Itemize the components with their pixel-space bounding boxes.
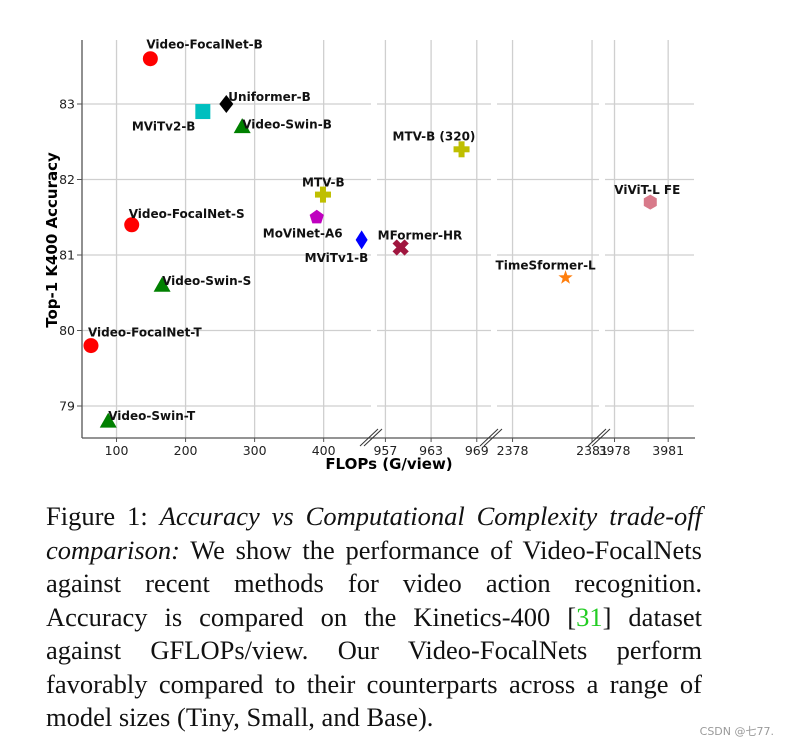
axis-break-mark xyxy=(479,428,499,447)
axis-break-mark xyxy=(591,428,611,447)
star-marker xyxy=(558,270,573,284)
point-label: TimeSformer-L xyxy=(496,259,597,273)
point-label: MViTv1-B xyxy=(305,251,369,265)
data-points xyxy=(83,51,657,428)
y-tick-label: 79 xyxy=(59,399,75,414)
square-marker xyxy=(195,104,211,120)
point-label: Video-FocalNet-T xyxy=(88,326,203,340)
point-label: ViViT-L FE xyxy=(614,183,680,197)
point-label: MoViNet-A6 xyxy=(263,226,343,240)
diamond-marker xyxy=(219,95,234,113)
point-label: Video-Swin-S xyxy=(162,274,251,288)
circle-marker xyxy=(124,217,140,233)
grid-lines xyxy=(82,40,694,438)
point-label: Video-Swin-B xyxy=(242,118,332,132)
x-tick-label: 3978 xyxy=(599,443,631,458)
x-tick-label: 3981 xyxy=(652,443,684,458)
caption-text-2: ] dataset against GFLOPs/view. Our Video… xyxy=(46,601,703,733)
point-label: MViTv2-B xyxy=(132,120,196,134)
point-label: MFormer-HR xyxy=(378,228,463,242)
y-axis-title: Top-1 K400 Accuracy xyxy=(43,152,61,328)
figure-caption: Figure 1: Accuracy vs Computational Comp… xyxy=(46,500,702,735)
x-tick-label: 100 xyxy=(105,443,129,458)
circle-marker xyxy=(142,51,158,67)
x-tick-label: 963 xyxy=(419,443,443,458)
x-tick-label: 957 xyxy=(373,443,397,458)
watermark: CSDN @七77. xyxy=(699,725,774,738)
x-tick-label: 2378 xyxy=(497,443,529,458)
triangle-marker xyxy=(153,276,171,292)
axes xyxy=(77,40,695,447)
x-marker xyxy=(392,239,409,256)
caption-label: Figure 1: xyxy=(46,501,160,531)
x-tick-label: 2381 xyxy=(576,443,608,458)
y-tick-label: 82 xyxy=(59,172,75,187)
point-label: Video-Swin-T xyxy=(108,409,196,423)
plus-marker xyxy=(458,141,465,158)
pentagon-marker xyxy=(309,209,324,224)
caption-text-1: We show the performance of Video-FocalNe… xyxy=(46,534,702,632)
thin_diamond-marker xyxy=(355,230,368,250)
x-bar xyxy=(392,239,409,256)
scatter-figure: 79 80 81 82 83 100 200 300 400 957 963 969 2378 2381 3… xyxy=(43,38,695,473)
axis-break-mark xyxy=(363,428,383,447)
x-tick-label: 200 xyxy=(174,443,198,458)
y-tick-label: 81 xyxy=(59,248,75,263)
hexagon-marker xyxy=(643,194,657,210)
citation-link[interactable]: 31 xyxy=(576,601,603,632)
circle-marker xyxy=(83,338,99,354)
point-label: Uniformer-B xyxy=(228,90,310,104)
y-tick-label: 80 xyxy=(59,323,75,338)
point-label: Video-FocalNet-B xyxy=(146,38,262,52)
triangle-marker xyxy=(99,412,117,428)
plus-marker xyxy=(319,186,326,203)
axis-break-mark xyxy=(587,428,607,447)
triangle-marker xyxy=(233,118,251,134)
point-labels: Video-FocalNet-B MViTv2-B Uniformer-B Video… xyxy=(88,38,680,423)
caption-title: Accuracy vs Computational Complexity tra… xyxy=(46,501,702,565)
point-label: Video-FocalNet-S xyxy=(129,207,245,221)
x-tick-label: 400 xyxy=(312,443,336,458)
x-tick-label: 300 xyxy=(243,443,267,458)
x-tick-label: 969 xyxy=(465,443,489,458)
axis-break-mark xyxy=(483,428,503,447)
y-tick-label: 83 xyxy=(59,97,75,112)
axis-break-mark xyxy=(359,428,379,447)
point-label: MTV-B xyxy=(302,176,345,190)
x-axis-title: FLOPs (G/view) xyxy=(325,455,452,473)
point-label: MTV-B (320) xyxy=(393,129,476,143)
